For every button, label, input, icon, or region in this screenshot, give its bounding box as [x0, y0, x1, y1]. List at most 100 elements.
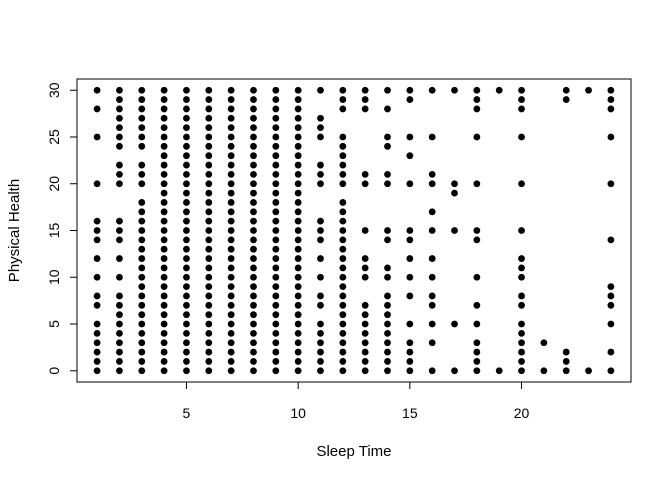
- data-point: [183, 189, 190, 197]
- data-point: [317, 133, 324, 141]
- data-point: [250, 161, 257, 169]
- data-point: [518, 358, 525, 365]
- data-point: [160, 114, 168, 122]
- data-point: [250, 358, 257, 365]
- data-point: [272, 180, 280, 188]
- data-point: [138, 227, 146, 234]
- data-point: [116, 114, 123, 122]
- data-point: [93, 320, 101, 328]
- data-point: [562, 348, 570, 356]
- data-point: [406, 180, 414, 188]
- data-point: [160, 255, 168, 262]
- data-point: [428, 133, 436, 141]
- data-point: [160, 311, 168, 319]
- data-point: [339, 208, 347, 216]
- data-point: [317, 329, 324, 337]
- data-point: [607, 86, 615, 94]
- data-point: [428, 301, 436, 309]
- data-point: [384, 339, 391, 347]
- data-point: [227, 161, 235, 169]
- data-point: [294, 329, 302, 337]
- data-point: [138, 348, 146, 356]
- data-point: [428, 208, 436, 216]
- data-point: [205, 217, 213, 225]
- data-point: [607, 96, 615, 103]
- data-point: [428, 255, 436, 262]
- data-point: [250, 96, 257, 103]
- data-point: [294, 199, 302, 206]
- data-point: [317, 227, 324, 234]
- data-point: [160, 217, 168, 225]
- data-point: [138, 170, 146, 178]
- data-point: [451, 320, 458, 328]
- data-point: [384, 142, 391, 150]
- data-point: [160, 292, 168, 300]
- data-point: [406, 96, 414, 103]
- data-point: [116, 255, 123, 262]
- data-point: [183, 264, 190, 272]
- data-point: [294, 255, 302, 262]
- data-point: [93, 339, 101, 347]
- data-point: [183, 339, 190, 347]
- data-point: [294, 124, 302, 132]
- data-point: [227, 208, 235, 216]
- data-point: [183, 227, 190, 234]
- data-point: [138, 114, 146, 122]
- data-point: [205, 152, 213, 160]
- data-point: [250, 311, 257, 319]
- data-point: [93, 301, 101, 309]
- data-point: [272, 301, 280, 309]
- y-axis-title: Physical Health: [6, 179, 23, 282]
- data-point: [473, 133, 481, 141]
- data-point: [518, 301, 525, 309]
- data-point: [428, 339, 436, 347]
- data-point: [451, 86, 458, 94]
- data-point: [138, 283, 146, 291]
- data-point: [361, 301, 369, 309]
- data-point: [339, 255, 347, 262]
- data-point: [183, 301, 190, 309]
- data-point: [272, 152, 280, 160]
- data-point: [406, 133, 414, 141]
- data-point: [473, 301, 481, 309]
- data-point: [250, 152, 257, 160]
- data-point: [518, 133, 525, 141]
- data-point: [384, 301, 391, 309]
- data-point: [361, 348, 369, 356]
- data-point: [562, 367, 570, 375]
- data-point: [250, 255, 257, 262]
- data-point: [205, 124, 213, 132]
- y-tick-label: 30: [46, 82, 62, 98]
- data-point: [116, 236, 123, 244]
- data-point: [317, 255, 324, 262]
- data-point: [294, 86, 302, 94]
- data-point: [116, 124, 123, 132]
- data-point: [160, 329, 168, 337]
- data-point: [294, 245, 302, 253]
- data-point: [384, 329, 391, 337]
- data-point: [138, 311, 146, 319]
- data-point: [473, 96, 481, 103]
- data-point: [250, 105, 257, 113]
- data-point: [294, 358, 302, 365]
- data-point: [607, 283, 615, 291]
- data-point: [93, 180, 101, 188]
- data-point: [160, 339, 168, 347]
- data-point: [116, 367, 123, 375]
- data-point: [339, 152, 347, 160]
- data-point: [428, 170, 436, 178]
- data-point: [272, 367, 280, 375]
- data-point: [339, 217, 347, 225]
- data-point: [428, 86, 436, 94]
- data-point: [183, 367, 190, 375]
- data-point: [339, 329, 347, 337]
- data-point: [116, 161, 123, 169]
- data-point: [93, 86, 101, 94]
- data-point: [183, 283, 190, 291]
- data-point: [160, 367, 168, 375]
- data-point: [294, 273, 302, 281]
- data-point: [317, 124, 324, 132]
- data-point: [116, 227, 123, 234]
- data-point: [339, 292, 347, 300]
